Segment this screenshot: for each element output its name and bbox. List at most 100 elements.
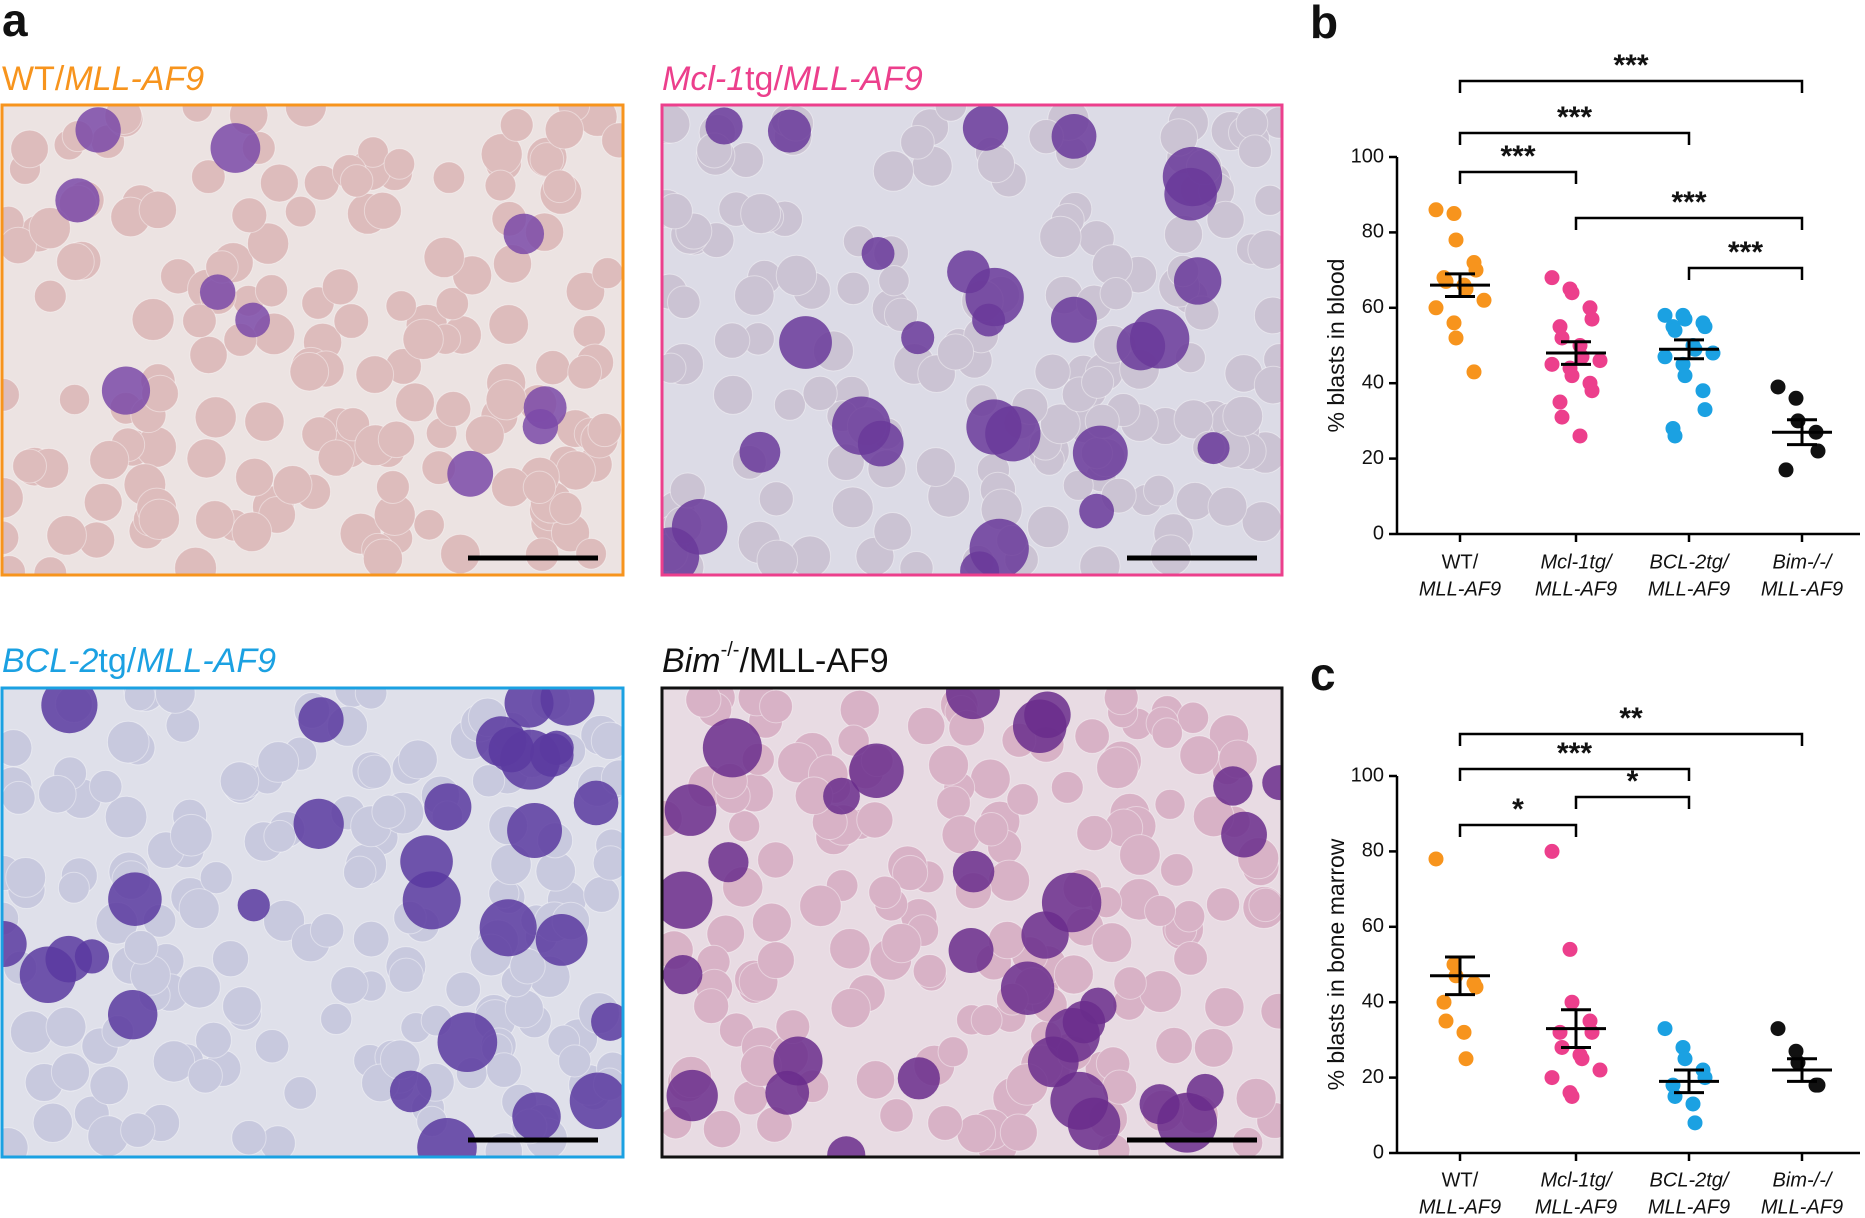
red-cell [1238, 134, 1272, 169]
data-point [1592, 1062, 1608, 1078]
data-point [1446, 315, 1462, 331]
blast-cell [1027, 1036, 1079, 1088]
data-point [1574, 1051, 1590, 1067]
red-cell [936, 785, 971, 821]
blast-cell [779, 316, 832, 369]
data-point [1562, 941, 1578, 957]
sig-bracket [1574, 216, 1804, 230]
red-cell [377, 420, 416, 459]
data-point [1584, 383, 1600, 399]
sig-bracket [1458, 170, 1578, 184]
micrograph [662, 688, 1282, 1157]
red-cell [28, 206, 71, 250]
blast-cell [767, 109, 811, 153]
blast-cell [823, 777, 860, 815]
blast-cell [55, 178, 100, 223]
red-cell [371, 794, 406, 829]
red-cell [713, 322, 751, 359]
blast-cell [664, 784, 717, 836]
y-tick-label: 60 [1362, 915, 1384, 937]
blast-cell [573, 780, 619, 826]
x-tick-label: Mcl-1tg/ [1540, 1169, 1614, 1191]
red-cell [272, 464, 313, 505]
red-cell [211, 940, 250, 978]
y-axis-label: % blasts in bone marrow [1323, 838, 1349, 1090]
red-cell [522, 470, 557, 505]
y-tick-label: 40 [1362, 371, 1384, 393]
red-cell [881, 922, 922, 964]
x-tick-label: WT/ [1442, 1169, 1479, 1191]
sig-bracket [1458, 131, 1691, 145]
red-cell [138, 498, 181, 541]
red-cell [756, 539, 799, 575]
red-cell [662, 192, 693, 230]
blast-cell [503, 213, 545, 255]
data-point [1770, 379, 1786, 395]
red-cell [484, 169, 517, 202]
red-cell [974, 812, 1009, 847]
sig-label: *** [1557, 101, 1592, 134]
data-point [1544, 270, 1560, 286]
data-point [1564, 285, 1580, 301]
red-cell [601, 122, 623, 159]
blast-cell [1024, 691, 1071, 738]
red-cell [892, 854, 929, 892]
blast-cell [569, 1072, 623, 1130]
data-point [1428, 851, 1444, 867]
blast-cell [1157, 1092, 1218, 1153]
red-cell [423, 236, 465, 279]
red-cell [5, 857, 47, 898]
red-cell [1091, 922, 1133, 963]
red-cell [878, 265, 910, 297]
red-cell [1206, 200, 1245, 239]
red-cell [927, 1105, 963, 1141]
blast-cell [1041, 872, 1102, 933]
title-part: -/- [721, 639, 740, 661]
sig-bracket [1458, 823, 1578, 837]
blast-cell [540, 688, 595, 726]
blast-cell [832, 396, 891, 455]
red-cell [254, 274, 289, 308]
red-cell [354, 688, 388, 710]
data-point [1582, 1013, 1598, 1029]
blast-cell [960, 551, 1000, 575]
red-cell [757, 841, 795, 879]
red-cell [868, 875, 902, 910]
red-cell [1076, 815, 1113, 852]
micrograph-border [660, 686, 1284, 1159]
red-cell [928, 744, 969, 786]
red-cell [912, 954, 947, 989]
red-cell [244, 401, 285, 442]
blast-cell [210, 123, 261, 173]
red-cell [1143, 474, 1175, 507]
red-cell [222, 986, 262, 1026]
red-cell [231, 197, 268, 234]
red-cell [575, 537, 607, 570]
red-cell [1235, 106, 1269, 140]
blast-cell [522, 408, 559, 445]
x-tick-label: BCL-2tg/ [1650, 551, 1731, 573]
red-cell [757, 941, 795, 980]
panel-title: Bim-/-/MLL-AF9 [662, 639, 889, 680]
red-cell [413, 508, 445, 541]
blast-cell [389, 1070, 432, 1113]
red-cell [383, 148, 416, 180]
red-cell [685, 688, 722, 718]
red-cell [544, 110, 584, 150]
data-point [1428, 202, 1444, 218]
title-part: MLL-AF9 [64, 60, 204, 98]
data-point [1544, 843, 1560, 859]
red-cell [123, 929, 159, 965]
sig-bracket [1458, 79, 1804, 93]
blast-cell [827, 1136, 866, 1157]
x-tick-label: Mcl-1tg/ [1540, 551, 1614, 573]
data-point [1554, 409, 1570, 425]
blast-cell [75, 107, 121, 153]
sig-bracket [1687, 266, 1804, 280]
sig-bracket [1458, 767, 1691, 781]
blast-cell [293, 798, 344, 849]
red-cell [284, 195, 317, 228]
sig-bracket [1458, 732, 1804, 746]
data-point [1810, 443, 1826, 459]
blast-cell [591, 1002, 623, 1041]
